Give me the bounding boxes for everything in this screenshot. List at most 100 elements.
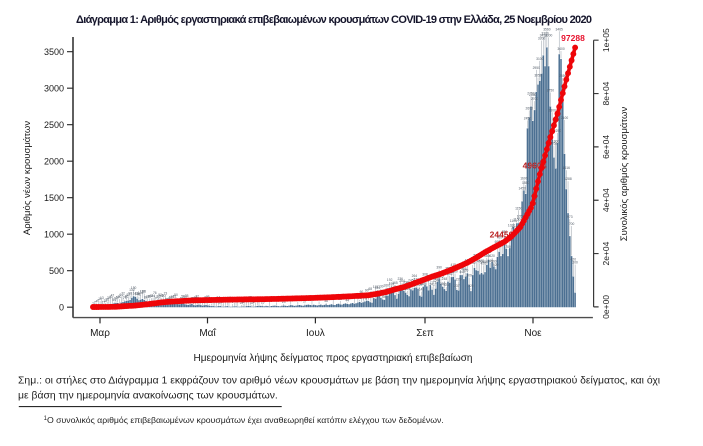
svg-text:2e+04: 2e+04 [601, 241, 611, 265]
svg-text:3000: 3000 [44, 83, 64, 93]
svg-text:346: 346 [435, 276, 441, 280]
svg-text:47: 47 [111, 293, 115, 297]
svg-text:1600: 1600 [520, 176, 528, 180]
svg-text:1288: 1288 [564, 177, 572, 181]
svg-text:520: 520 [493, 263, 499, 267]
svg-text:500: 500 [49, 266, 64, 276]
svg-text:1e+05: 1e+05 [601, 28, 611, 52]
svg-text:57: 57 [116, 296, 120, 300]
svg-text:2550: 2550 [529, 93, 537, 97]
svg-text:56: 56 [181, 295, 185, 299]
svg-text:1020: 1020 [508, 224, 516, 228]
svg-text:6e+04: 6e+04 [601, 135, 611, 159]
svg-text:104: 104 [138, 291, 144, 295]
svg-text:73: 73 [164, 291, 168, 295]
svg-text:2500: 2500 [44, 120, 64, 130]
svg-text:60: 60 [360, 290, 364, 294]
svg-text:10: 10 [98, 297, 102, 301]
svg-text:6: 6 [97, 298, 99, 302]
svg-text:540: 540 [488, 259, 494, 263]
svg-text:Μαΐ: Μαΐ [199, 327, 216, 339]
svg-text:17: 17 [102, 300, 106, 304]
svg-text:2600: 2600 [526, 106, 534, 110]
svg-text:690: 690 [495, 240, 501, 244]
svg-text:40: 40 [109, 295, 113, 299]
svg-text:60: 60 [162, 293, 166, 297]
svg-text:200: 200 [572, 261, 578, 265]
svg-text:470: 470 [479, 259, 485, 263]
svg-text:2: 2 [94, 301, 96, 305]
svg-text:210: 210 [390, 285, 396, 289]
svg-text:2100: 2100 [561, 116, 569, 120]
svg-text:90: 90 [365, 289, 369, 293]
svg-text:35: 35 [185, 294, 189, 298]
svg-text:50: 50 [118, 295, 122, 299]
svg-text:150: 150 [131, 286, 137, 290]
svg-text:171: 171 [431, 281, 437, 285]
svg-text:45: 45 [172, 294, 176, 298]
svg-text:78: 78 [146, 295, 150, 299]
svg-text:64: 64 [119, 293, 123, 297]
svg-text:0: 0 [59, 302, 64, 312]
svg-text:700: 700 [505, 245, 511, 249]
svg-text:237: 237 [454, 284, 460, 288]
svg-text:160: 160 [383, 284, 389, 288]
svg-text:40: 40 [183, 295, 187, 299]
svg-text:2000: 2000 [44, 156, 64, 166]
svg-text:1: 1 [92, 302, 94, 306]
svg-text:3300: 3300 [545, 33, 553, 37]
svg-text:52: 52 [171, 295, 175, 299]
svg-text:38: 38 [324, 299, 328, 303]
svg-text:1150: 1150 [515, 206, 522, 210]
svg-text:97288: 97288 [561, 33, 585, 43]
svg-text:1500: 1500 [44, 193, 64, 203]
svg-text:880: 880 [502, 230, 508, 234]
svg-text:229: 229 [456, 277, 462, 281]
svg-text:με βάση την ημερομηνία ανακοίν: με βάση την ημερομηνία ανακοίνωσης των κ… [18, 390, 278, 402]
svg-text:1550: 1550 [522, 181, 530, 185]
svg-text:4: 4 [96, 299, 98, 303]
svg-text:154: 154 [375, 286, 381, 290]
svg-text:2750: 2750 [527, 91, 535, 95]
svg-text:241: 241 [429, 283, 435, 287]
svg-text:450: 450 [481, 261, 487, 265]
svg-text:620: 620 [489, 254, 495, 258]
svg-text:70: 70 [148, 295, 152, 299]
svg-text:68: 68 [368, 287, 372, 291]
svg-text:34: 34 [107, 296, 111, 300]
svg-text:13: 13 [100, 296, 104, 300]
svg-text:1616: 1616 [563, 166, 571, 170]
svg-text:142: 142 [133, 291, 139, 295]
svg-text:Σημ.: οι στήλες στο Διάγραμμα: Σημ.: οι στήλες στο Διάγραμμα 1 εκφράζου… [18, 375, 661, 387]
svg-text:27: 27 [303, 300, 307, 304]
svg-text:415: 415 [451, 263, 457, 267]
svg-text:3465: 3465 [556, 27, 564, 31]
svg-text:2450: 2450 [524, 116, 532, 120]
svg-text:118: 118 [135, 292, 140, 296]
svg-text:Ημερομηνία λήψης δείγματος προ: Ημερομηνία λήψης δείγματος προς εργαστηρ… [194, 352, 473, 364]
svg-text:192: 192 [387, 278, 393, 282]
svg-text:280: 280 [440, 282, 446, 286]
svg-text:60: 60 [114, 296, 118, 300]
svg-text:1100: 1100 [510, 219, 517, 223]
svg-text:2950: 2950 [533, 66, 541, 70]
svg-text:66: 66 [160, 294, 164, 298]
svg-text:96: 96 [137, 293, 141, 297]
svg-text:3300: 3300 [541, 31, 549, 35]
svg-text:3050: 3050 [534, 74, 542, 78]
svg-text:28: 28 [105, 298, 109, 302]
svg-text:22: 22 [104, 299, 108, 303]
svg-text:98: 98 [128, 292, 132, 296]
svg-text:98: 98 [142, 290, 146, 294]
svg-text:76: 76 [153, 291, 157, 295]
svg-text:3560: 3560 [543, 27, 551, 31]
svg-text:2050: 2050 [550, 142, 558, 146]
svg-text:78: 78 [363, 297, 367, 301]
svg-text:2850: 2850 [559, 74, 567, 78]
svg-text:70: 70 [155, 297, 159, 301]
svg-text:248: 248 [442, 277, 448, 281]
svg-text:973: 973 [567, 215, 573, 219]
svg-text:Μαρ: Μαρ [90, 328, 110, 339]
svg-text:280: 280 [420, 282, 426, 286]
svg-text:3400: 3400 [557, 47, 565, 51]
